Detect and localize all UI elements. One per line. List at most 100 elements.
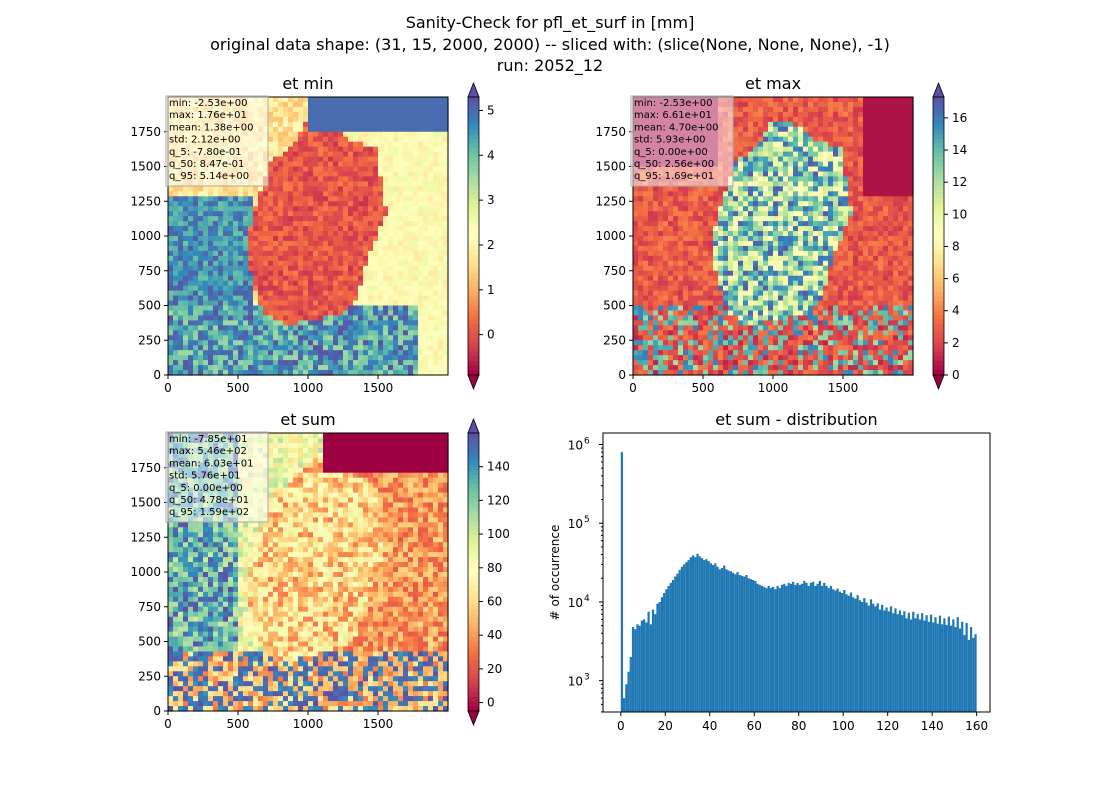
histogram-bar [640, 620, 644, 712]
colorbar-tick-label: 8 [952, 239, 960, 253]
histogram-bar [680, 566, 684, 712]
histogram-bar [965, 623, 968, 712]
histogram-bar [800, 583, 804, 712]
y-tick-label: 250 [138, 333, 161, 347]
y-tick-label: 10 [568, 439, 583, 453]
histogram-bar [716, 566, 719, 712]
histogram-bar [758, 584, 761, 712]
histogram-bar [685, 562, 688, 712]
histogram-bar [718, 569, 721, 712]
histogram-bar [763, 586, 766, 712]
y-tick-label: 0 [618, 368, 626, 382]
y-tick-label: 1000 [130, 565, 161, 579]
histogram-bar [651, 609, 655, 712]
histogram-bar [732, 572, 735, 712]
colorbar-tick-label: 0 [487, 696, 495, 710]
y-tick-label: 500 [138, 299, 161, 313]
histogram-bar [918, 619, 922, 712]
histogram-bar [867, 605, 870, 712]
histogram-bar [854, 598, 857, 712]
histogram-bar [752, 580, 755, 712]
histogram-bar [925, 615, 928, 712]
y-tick-label: 250 [603, 333, 626, 347]
stats-line: q_95: 1.69e+01 [634, 171, 714, 182]
histogram-bar [698, 556, 701, 712]
histogram-bar [887, 611, 890, 712]
colorbar-tick-label: 16 [952, 111, 967, 125]
y-tick-label: 10 [568, 596, 583, 610]
histogram-bar [749, 579, 753, 712]
histogram-bar [963, 635, 966, 712]
histogram-bar [774, 589, 777, 712]
histogram-bar [634, 629, 637, 712]
histogram-bar [921, 613, 924, 712]
histogram-bar [949, 625, 953, 712]
histogram-bar [665, 589, 668, 712]
stats-line: min: -7.85e+01 [169, 434, 248, 445]
panel-title: et sum [280, 410, 335, 429]
colorbar-tick-label: 80 [487, 561, 502, 575]
histogram-bar [711, 564, 715, 712]
x-tick-label: 1000 [293, 717, 324, 731]
x-tick-label: 500 [227, 381, 250, 395]
histogram-bar [923, 620, 926, 712]
y-tick-label: 10 [568, 675, 583, 689]
colorbar-frame [467, 96, 480, 376]
stats-line: q_95: 5.14e+00 [169, 171, 249, 182]
histogram-bar [740, 575, 744, 712]
colorbar-tick-label: 12 [952, 175, 967, 189]
histogram-bar [898, 610, 902, 712]
stats-box-bg [165, 95, 269, 187]
x-tick-label: 0 [164, 381, 172, 395]
histogram-bar [760, 585, 764, 712]
histogram-bar [825, 585, 828, 712]
histogram-bar [725, 569, 728, 712]
histogram-bar [847, 595, 850, 712]
histogram-bar [896, 614, 899, 712]
heatmap-panel-2: et max 0 500 1000 1500 0 250 500 750 1000 1250 1500… [595, 74, 967, 395]
x-tick-label: 140 [921, 719, 944, 733]
y-axis-label: # of occurrence [548, 525, 562, 621]
colorbar-tick-label: 14 [952, 143, 967, 157]
y-tick-label: 1750 [130, 461, 161, 475]
panel-title: et sum - distribution [715, 410, 877, 429]
histogram-bar [676, 573, 679, 712]
colorbar-tick-label: 60 [487, 594, 502, 608]
y-tick-label: 0 [153, 704, 161, 718]
y-tick-base: 10 [568, 517, 583, 531]
histogram-bar [865, 602, 868, 712]
stats-line: std: 5.93e+00 [634, 135, 706, 146]
colorbar-tick-label: 140 [487, 460, 510, 474]
histogram-bar [638, 625, 641, 712]
histogram-bar [765, 588, 768, 712]
x-tick-label: 40 [702, 719, 717, 733]
histogram-bar [843, 589, 846, 712]
histogram-bar [747, 578, 750, 712]
heatmap-image [168, 433, 449, 712]
figure-subtitle-run: run: 2052_12 [496, 56, 604, 75]
histogram-bar [667, 585, 670, 712]
histogram-bar [889, 606, 893, 712]
x-tick-label: 1500 [363, 717, 394, 731]
y-tick-label: 1500 [595, 160, 626, 174]
colorbar-tick-label: 2 [952, 336, 960, 350]
histogram-bar [858, 600, 861, 712]
histogram-bar [803, 580, 806, 712]
stats-line: mean: 4.70e+00 [634, 122, 718, 133]
stats-line: q_50: 2.56e+00 [634, 159, 714, 170]
x-tick-label: 120 [876, 719, 899, 733]
y-tick-label: 1250 [595, 194, 626, 208]
histogram-bar [856, 595, 859, 712]
histogram-bar [947, 616, 950, 712]
histogram-bar [878, 609, 882, 712]
x-tick-label: 60 [747, 719, 762, 733]
stats-line: mean: 1.38e+00 [169, 122, 253, 133]
histogram-bar [631, 627, 635, 712]
figure-title: Sanity-Check for pfl_et_surf in [mm] [405, 13, 695, 32]
histogram-bar [956, 617, 959, 712]
histogram-bar [941, 624, 944, 712]
histogram-bar [643, 619, 646, 712]
histogram-bar [756, 583, 759, 712]
y-tick-label: 1000 [595, 229, 626, 243]
